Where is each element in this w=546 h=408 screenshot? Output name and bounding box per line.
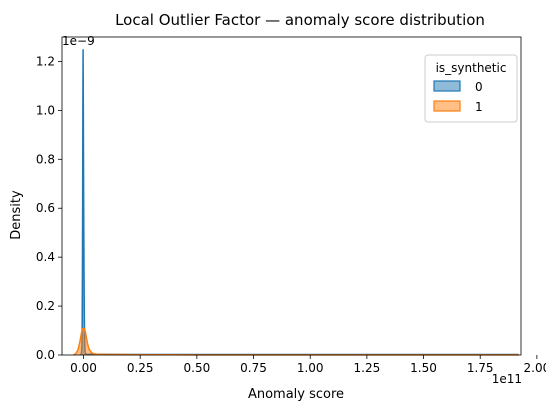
y-tick-label: 1.2 [36,54,55,68]
chart-title: Local Outlier Factor — anomaly score dis… [115,11,485,29]
x-axis-label: Anomaly score [248,387,344,402]
legend-swatch-0 [433,80,461,92]
x-tick-label: 0.50 [184,361,211,375]
legend-title: is_synthetic [436,61,507,75]
legend: is_synthetic 0 1 [424,54,518,123]
x-tick-label: 1.00 [297,361,324,375]
legend-label-1: 1 [475,100,483,114]
y-tick-label: 0.0 [36,348,55,362]
y-tick-label: 0.2 [36,299,55,313]
plot-frame [61,36,522,356]
x-tick-label: 2.00 [524,361,546,375]
x-tick-label: 0.00 [70,361,97,375]
series-1-line [72,327,519,356]
x-tick-label: 0.25 [127,361,154,375]
legend-swatch-1 [433,100,461,112]
y-axis-label: Density [9,190,24,240]
y-tick-label: 0.8 [36,152,55,166]
legend-label-0: 0 [475,80,483,94]
series-1-area [73,328,519,355]
y-offset-label: 1e−9 [62,34,95,48]
x-tick-label: 0.75 [240,361,267,375]
x-tick-label: 1.50 [410,361,437,375]
x-offset-label: 1e11 [492,372,522,386]
y-tick-label: 0.4 [36,250,55,264]
x-tick-label: 1.75 [467,361,494,375]
y-tick-label: 0.6 [36,201,55,215]
x-tick-label: 1.25 [354,361,381,375]
y-tick-label: 1.0 [36,103,55,117]
